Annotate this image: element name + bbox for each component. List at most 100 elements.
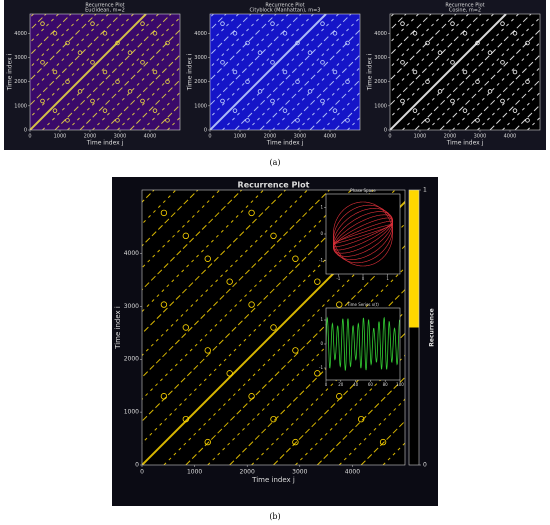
x-tick-label: 3000 (474, 134, 487, 140)
recurrence-dot (160, 209, 168, 217)
y-tick-label: 4000 (124, 250, 139, 257)
recurrence-line (489, 79, 540, 130)
recurrence-line (273, 332, 405, 465)
plot-content (333, 201, 393, 267)
y-tick-label: 4000 (14, 31, 27, 37)
recurrence-dot (512, 31, 518, 36)
recurrence-line (464, 54, 540, 130)
recurrence-dot (425, 79, 430, 84)
recurrence-dot (282, 108, 288, 113)
recurrence-dot (512, 108, 518, 113)
recurrence-line (390, 14, 457, 81)
recurrence-line (142, 190, 352, 400)
y-tick-label: 0 (204, 128, 207, 134)
recurrence-dot (307, 50, 313, 55)
recurrence-dot (245, 118, 250, 123)
recurrence-line (142, 190, 221, 269)
x-tick-label: 1000 (234, 134, 247, 140)
recurrence-line (30, 14, 122, 106)
recurrence-dot (270, 21, 275, 26)
x-tick-label: 2000 (240, 468, 255, 475)
colorbar-label: Recurrence (429, 308, 436, 346)
recurrence-dot (115, 79, 120, 84)
recurrence-dot (500, 21, 505, 26)
chart-title: Time Series x(t) (346, 302, 379, 307)
plot-content (390, 14, 540, 130)
x-tick-label: 80 (383, 382, 389, 387)
x-axis-label: Time index j (251, 476, 295, 484)
y-tick-label: 2000 (124, 356, 139, 363)
recurrence-dot (475, 118, 480, 123)
caption: (a) (269, 158, 280, 167)
recurrence-dot (450, 98, 455, 104)
recurrence-dot (270, 60, 275, 65)
recurrence-dot (292, 347, 299, 354)
x-tick-label: 4000 (504, 134, 517, 140)
colorbar-tick-label: 1 (423, 187, 427, 194)
recurrence-dot (487, 89, 493, 94)
recurrence-line (334, 104, 360, 130)
y-axis-label: Time index i (114, 306, 122, 350)
recurrence-dot (314, 370, 321, 377)
recurrence-dot (90, 21, 95, 26)
recurrence-dot (165, 118, 170, 123)
recurrence-dot (475, 40, 480, 46)
recurrence-dot (65, 118, 70, 123)
recurrence-dot (295, 79, 300, 84)
colorbar-segment (409, 190, 419, 328)
recurrence-dot (160, 301, 168, 308)
recurrence-line (210, 14, 327, 130)
plot-content (210, 14, 360, 130)
x-tick-label: 60 (368, 382, 374, 387)
recurrence-dot (270, 324, 277, 331)
recurrence-dot (102, 69, 108, 75)
recurrence-dot (332, 31, 338, 36)
recurrence-dot (160, 393, 168, 400)
recurrence-dot (512, 69, 518, 75)
recurrence-dot (357, 415, 365, 423)
recurrence-line (142, 190, 308, 357)
recurrence-dot (257, 50, 263, 55)
time-series-curve (326, 316, 400, 371)
recurrence-line (79, 29, 180, 130)
y-tick-label: 1000 (124, 409, 139, 416)
y-tick-label: 1 (320, 317, 323, 322)
recurrence-dot (90, 60, 95, 65)
plot-area (390, 14, 540, 130)
recurrence-dot (292, 438, 299, 446)
recurrence-line (439, 29, 540, 130)
recurrence-dot (140, 60, 145, 65)
recurrence-dot (332, 69, 338, 75)
x-tick-label: 0 (28, 134, 31, 140)
recurrence-dot (182, 324, 190, 331)
recurrence-dot (320, 21, 325, 26)
plot-frame (29, 13, 181, 131)
y-tick-label: 2000 (374, 79, 387, 85)
recurrence-dot (220, 21, 225, 26)
recurrence-dot (52, 69, 58, 75)
y-tick-label: 4000 (194, 31, 207, 37)
recurrence-dot (248, 393, 255, 400)
recurrence-dot (115, 118, 120, 123)
recurrence-dot (345, 40, 350, 46)
recurrence-line (185, 245, 405, 465)
y-tick-label: 3000 (14, 55, 27, 61)
x-tick-label: 3000 (114, 134, 127, 140)
recurrence-line (54, 14, 172, 130)
recurrence-dot (140, 21, 145, 26)
recurrence-line (210, 14, 252, 56)
recurrence-dot (52, 108, 58, 113)
recurrence-dot (379, 438, 387, 446)
recurrence-dot (257, 89, 263, 94)
recurrence-dot (320, 98, 325, 104)
recurrence-dot (152, 69, 158, 75)
recurrence-dot (314, 278, 321, 285)
x-tick-label: -1 (336, 276, 340, 281)
x-tick-label: 3000 (292, 468, 307, 475)
recurrence-dot (182, 415, 190, 423)
plot-frame (209, 13, 361, 131)
recurrence-dot (336, 301, 343, 308)
phase-curve (333, 220, 393, 248)
recurrence-line (390, 14, 507, 130)
